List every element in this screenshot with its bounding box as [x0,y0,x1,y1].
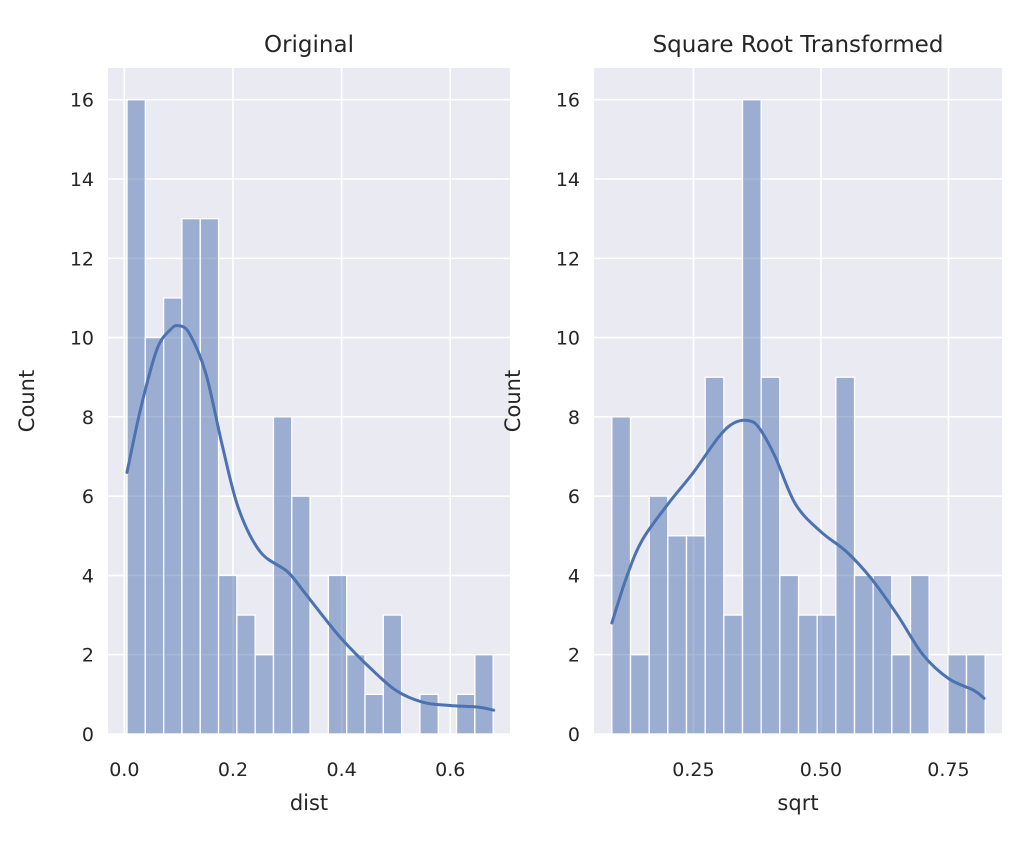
histogram-bar [667,535,688,735]
y-tick-label: 6 [82,486,94,508]
histogram-bar [346,654,366,735]
x-tick-label: 0.0 [109,759,139,781]
histogram-bar [723,614,744,735]
histogram-sqrt-panel: 0 2 4 6 8 10 12 14 16 0.25 0.50 0.75 Square Root Tr… [501,32,1002,815]
histogram-bar [629,654,650,735]
histogram-bars [126,99,494,735]
x-axis-label: dist [290,791,328,815]
kde-curve [125,323,496,712]
histogram-bar [181,217,201,735]
histogram-bar [947,654,968,735]
x-axis-label: sqrt [777,791,818,815]
x-tick-label: 0.75 [927,759,969,781]
y-tick-label: 16 [556,90,580,112]
y-tick-label: 10 [556,328,580,350]
histogram-bar [419,693,439,735]
histogram-bar [891,654,912,735]
histogram-bar [685,535,706,735]
y-tick-label: 14 [70,169,94,191]
histogram-bar [704,376,725,735]
x-tick-label: 0.2 [218,759,248,781]
y-tick-label: 16 [70,90,94,112]
kde-curve [610,418,986,700]
x-tick-label: 0.6 [435,759,465,781]
y-tick-label: 0 [568,724,580,746]
chart-title: Original [264,32,354,58]
y-tick-label: 8 [82,407,94,429]
histogram-bar [199,217,220,735]
histogram-bar [648,495,669,735]
histogram-bar [965,654,986,735]
histogram-bar [144,336,165,735]
histogram-bar [217,574,238,735]
histogram-bar [126,99,146,735]
chart-title: Square Root Transformed [653,32,944,58]
histogram-bar [162,297,183,735]
histogram-bar [909,574,930,735]
histogram-bars [611,99,986,735]
histogram-bar [760,376,781,735]
histogram-bar [291,495,311,735]
y-tick-label: 10 [70,328,94,350]
y-tick-label: 8 [568,407,580,429]
histogram-bar [741,99,762,735]
x-tick-label: 0.4 [326,759,356,781]
histogram-bar [611,416,632,735]
histogram-bar [816,614,837,735]
y-tick-label: 12 [70,248,94,270]
y-tick-label: 12 [556,248,580,270]
histogram-bar [853,574,874,735]
histogram-bar [327,574,348,735]
histogram-bar [254,654,275,735]
histogram-bar [364,693,384,735]
y-axis-label: Count [501,370,525,432]
y-tick-label: 4 [82,565,94,587]
y-tick-label: 2 [568,645,580,667]
tick-labels: 0 2 4 6 8 10 12 14 16 0.0 0.2 0.4 0.6 [70,90,466,781]
histogram-bar [872,574,893,735]
histogram-bar [236,614,256,735]
histogram-bar [797,614,818,735]
y-tick-label: 6 [568,486,580,508]
y-axis-label: Count [15,370,39,432]
y-tick-label: 0 [82,724,94,746]
histogram-bar [272,416,293,735]
y-tick-label: 4 [568,565,580,587]
y-tick-label: 14 [556,169,580,191]
histogram-bar [474,654,494,735]
y-tick-label: 2 [82,645,94,667]
histogram-bar [835,376,856,735]
histogram-bar [455,693,476,735]
tick-labels: 0 2 4 6 8 10 12 14 16 0.25 0.50 0.75 [556,90,970,781]
histogram-bar [779,574,800,735]
x-tick-label: 0.25 [672,759,714,781]
x-tick-label: 0.50 [800,759,842,781]
histogram-bar [382,614,403,735]
